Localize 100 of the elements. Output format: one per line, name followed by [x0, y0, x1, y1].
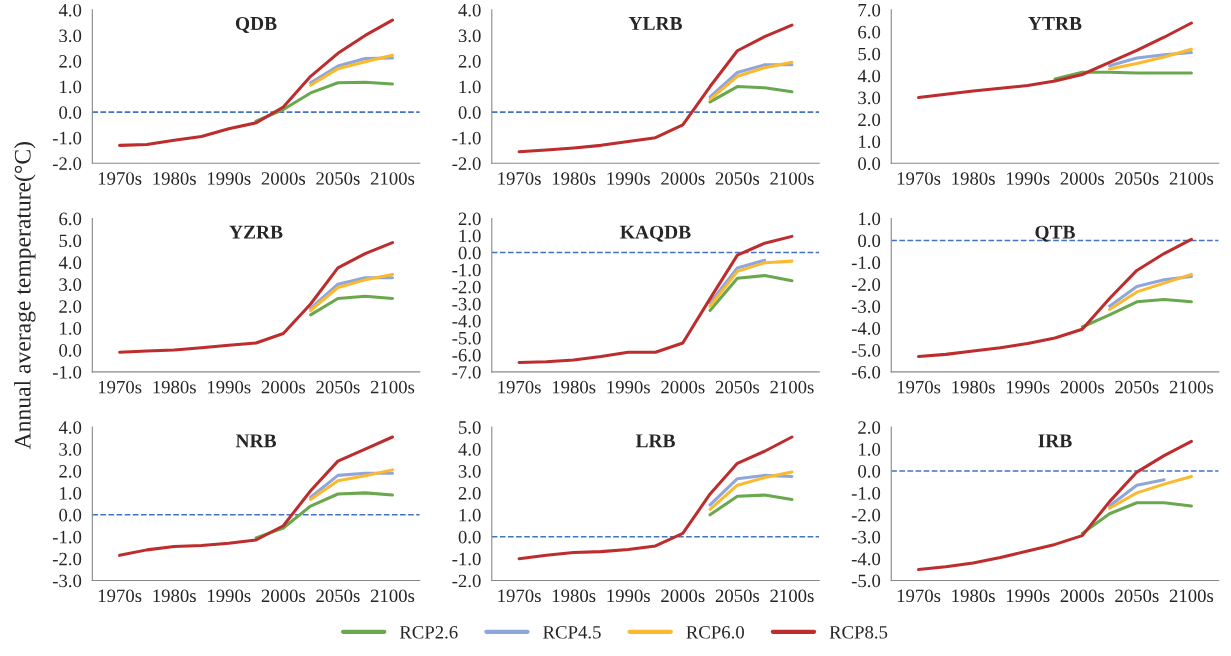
- y-tick-label: 2.0: [458, 212, 481, 226]
- y-tick-label: -3.0: [851, 300, 881, 313]
- y-tick-label: -6.0: [452, 348, 481, 362]
- x-tick-label: 2000s: [1060, 589, 1104, 603]
- y-tick-label: -2.0: [52, 157, 82, 171]
- y-tick-label: -1.0: [452, 552, 481, 566]
- y-tick-label: -2.0: [452, 280, 481, 294]
- y-tick-label: 0.0: [458, 246, 481, 260]
- y-tick-label: 3.0: [458, 29, 481, 43]
- x-tick-label: 2050s: [316, 172, 360, 185]
- y-tick-label: 0.0: [59, 106, 82, 119]
- y-tick-label: 2.0: [858, 421, 881, 434]
- x-tick-label: 2050s: [316, 589, 360, 603]
- x-tick-label: 1980s: [153, 589, 196, 603]
- x-tick-label: 1970s: [498, 172, 541, 185]
- y-tick-label: 5.0: [459, 421, 481, 434]
- y-tick-label: 4.0: [58, 256, 82, 270]
- y-tick-label: -2.0: [452, 157, 481, 171]
- y-tick-label: 4.0: [458, 3, 481, 17]
- x-tick-label: 2050s: [715, 172, 760, 185]
- line-series: [708, 85, 794, 104]
- x-tick-label: 2000s: [1060, 380, 1104, 394]
- x-tick-label: 2100s: [1169, 589, 1214, 603]
- y-tick-label: 3.0: [458, 465, 481, 478]
- y-tick-label: 0.0: [59, 508, 82, 522]
- x-tick-label: 2100s: [770, 589, 814, 603]
- x-tick-label: 1970s: [498, 380, 541, 394]
- y-tick-label: 1.0: [859, 212, 881, 226]
- y-tick-label: 0.0: [458, 530, 481, 544]
- y-tick-label: 2.0: [458, 486, 481, 500]
- x-tick-label: 1970s: [98, 172, 142, 185]
- x-tick-label: 1970s: [897, 172, 941, 185]
- y-tick-label: 6.0: [59, 212, 82, 226]
- y-tick-label: -3.0: [851, 530, 881, 544]
- x-tick-label: 2100s: [770, 172, 814, 185]
- chart-title: QTB: [1035, 225, 1075, 242]
- y-tick-label: 4.0: [458, 443, 481, 456]
- x-tick-label: 1990s: [1006, 380, 1050, 394]
- y-tick-label: 0.0: [59, 344, 82, 357]
- x-tick-label: 2100s: [370, 380, 415, 394]
- y-tick-label: 4.0: [58, 421, 82, 434]
- y-tick-label: -4.0: [452, 314, 481, 328]
- x-tick-label: 2100s: [1169, 380, 1214, 394]
- y-tick-label: 0.0: [458, 106, 481, 119]
- y-tick-label: 2.0: [59, 300, 82, 313]
- x-tick-label: 2050s: [316, 380, 360, 394]
- line-series: [118, 18, 394, 147]
- x-tick-label: 2000s: [261, 172, 306, 185]
- legend-label: RCP2.6: [399, 626, 458, 639]
- legend-label: RCP4.5: [543, 626, 601, 639]
- chart-title: IRB: [1038, 434, 1072, 448]
- chart-title: LRB: [635, 434, 675, 448]
- x-tick-label: 1980s: [952, 172, 995, 185]
- y-tick-label: -1.0: [851, 486, 881, 500]
- chart-title: YLRB: [628, 17, 682, 30]
- y-tick-label: -2.0: [452, 574, 481, 588]
- y-tick-label: -1.0: [52, 131, 82, 145]
- y-tick-label: 1.0: [459, 80, 481, 94]
- x-tick-label: 2000s: [661, 380, 705, 394]
- x-tick-label: 1980s: [952, 589, 995, 603]
- line-series: [118, 241, 394, 354]
- line-series: [708, 493, 794, 517]
- y-tick-label: -2.0: [851, 278, 881, 292]
- y-tick-label: 0.0: [858, 234, 881, 248]
- y-tick-label: -1.0: [851, 256, 881, 270]
- y-tick-label: 5.0: [858, 47, 881, 61]
- y-tick-label: 3.0: [59, 278, 82, 292]
- y-tick-label: -4.0: [851, 322, 881, 335]
- y-tick-label: -2.0: [851, 508, 881, 522]
- x-tick-label: 2000s: [261, 589, 306, 603]
- y-tick-label: -5.0: [851, 344, 881, 357]
- y-tick-label: -7.0: [452, 365, 481, 379]
- y-tick-label: 1.0: [60, 322, 82, 335]
- y-tick-label: -4.0: [851, 552, 881, 566]
- x-tick-label: 2050s: [1115, 172, 1159, 185]
- y-tick-label: 3.0: [59, 443, 82, 456]
- chart-title: KAQDB: [620, 225, 691, 242]
- legend-label: RCP6.0: [686, 625, 744, 639]
- y-tick-label: 1.0: [60, 486, 82, 500]
- line-series: [708, 274, 794, 313]
- x-tick-label: 1980s: [552, 589, 596, 603]
- y-tick-label: -6.0: [851, 365, 881, 379]
- y-tick-label: 1.0: [60, 80, 82, 94]
- x-tick-label: 2000s: [661, 172, 705, 185]
- x-tick-label: 1990s: [607, 172, 650, 185]
- y-tick-label: -5.0: [851, 574, 881, 588]
- x-tick-label: 1990s: [208, 380, 251, 394]
- x-tick-label: 1990s: [208, 172, 251, 185]
- y-tick-label: 2.0: [858, 113, 881, 127]
- chart-title: QDB: [235, 16, 277, 34]
- x-tick-label: 1990s: [1006, 172, 1050, 185]
- x-tick-label: 2100s: [770, 380, 814, 394]
- x-tick-label: 2050s: [1115, 380, 1159, 394]
- x-tick-label: 1990s: [607, 589, 650, 603]
- y-tick-label: 5.0: [59, 234, 82, 248]
- y-tick-label: 0.0: [858, 465, 881, 478]
- y-tick-label: -1.0: [452, 263, 481, 277]
- y-tick-label: 3.0: [59, 29, 82, 43]
- x-tick-label: 1970s: [498, 589, 541, 603]
- x-tick-label: 2100s: [1169, 172, 1214, 185]
